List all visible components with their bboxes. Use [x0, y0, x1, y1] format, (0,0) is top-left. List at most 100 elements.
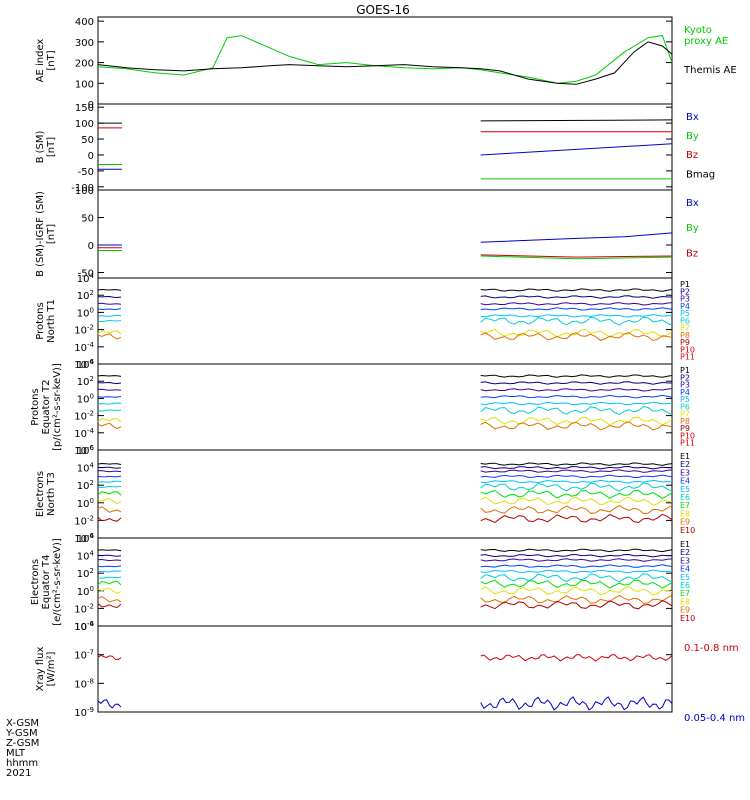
series-e7: [480, 579, 673, 589]
series-p3: [480, 388, 673, 392]
legend-item: Bx: [686, 112, 699, 123]
series-e4: [480, 474, 673, 479]
legend-item: P10: [680, 431, 695, 440]
legend-item: E9: [680, 606, 690, 615]
y-tick-label: 102: [77, 289, 94, 302]
series-e2: [480, 465, 673, 470]
legend-item: 0.1-0.8 nm: [684, 643, 739, 654]
y-tick-label: 102: [77, 567, 94, 580]
legend-item: E7: [680, 589, 690, 598]
y-tick-label: 102: [77, 375, 94, 388]
y-tick-label: 104: [77, 462, 95, 475]
legend-item: E5: [680, 573, 690, 582]
legend-item: Bz: [686, 150, 698, 161]
legend-item: E6: [680, 581, 690, 590]
legend-item: E4: [680, 477, 690, 486]
y-axis-label: [p/(cm²-s-sr-keV)]: [52, 363, 63, 451]
series-e9: [480, 594, 673, 604]
series-p3: [97, 302, 122, 305]
y-axis-label: B (SM)-IGRF (SM): [35, 191, 46, 277]
legend-item: E10: [680, 526, 695, 535]
plot-title: GOES-16: [356, 3, 410, 17]
y-tick-label: 10-4: [74, 341, 94, 354]
legend-item: E2: [680, 460, 690, 469]
y-tick-label: 100: [75, 119, 94, 130]
series-e10: [97, 516, 122, 522]
ephemeris-row-label: 2021: [6, 768, 31, 779]
y-tick-label: 100: [77, 306, 94, 319]
y-tick-label: 10-2: [74, 324, 94, 337]
series-p1: [97, 374, 122, 377]
legend-item: E10: [680, 614, 695, 623]
legend-item: P11: [680, 353, 695, 362]
series-e4: [97, 565, 122, 568]
series-bmag: [480, 119, 673, 122]
series-e6: [480, 573, 673, 583]
legend-item: proxy AE: [684, 36, 728, 47]
y-axis-label: Protons: [35, 302, 46, 339]
legend-item: P9: [680, 338, 690, 347]
y-tick-label: 50: [81, 214, 94, 225]
panel-2-frame: [97, 103, 673, 191]
series-e9: [97, 596, 122, 603]
y-axis-label: AE index: [35, 39, 46, 83]
y-axis-label: North T3: [46, 472, 57, 516]
ephemeris-row-label: Z-GSM: [6, 738, 39, 749]
series-e5: [97, 570, 122, 573]
series-p4: [480, 307, 673, 311]
series-xray-1: [480, 696, 673, 711]
legend-item: P2: [680, 373, 690, 382]
series-e7: [480, 489, 673, 499]
legend-item: P11: [680, 439, 695, 448]
y-tick-label: -50: [78, 269, 94, 280]
series-p8: [97, 422, 122, 430]
legend-item: Bx: [686, 198, 699, 209]
y-tick-label: 104: [77, 550, 95, 563]
series-p6: [480, 406, 673, 416]
series-p2: [480, 295, 673, 299]
series-p8: [480, 421, 673, 431]
series-p6: [480, 316, 673, 326]
legend-item: Themis AE: [683, 65, 737, 76]
legend-item: P10: [680, 345, 695, 354]
series-e3: [97, 558, 122, 562]
y-tick-label: 10-2: [74, 410, 94, 423]
series-p2: [480, 381, 673, 385]
series-e2: [480, 553, 673, 558]
series-p6: [97, 319, 122, 323]
legend-item: P6: [680, 316, 690, 325]
y-tick-label: 100: [75, 186, 94, 197]
series-bz: [480, 254, 673, 258]
y-tick-label: 10-6: [74, 620, 94, 633]
series-e3: [97, 470, 122, 473]
series-bx: [480, 143, 673, 156]
y-tick-label: 50: [81, 135, 94, 146]
y-tick-label: 10-8: [74, 677, 94, 690]
legend-item: P8: [680, 331, 690, 340]
y-axis-label: [nT]: [46, 137, 57, 157]
series-e6: [97, 485, 122, 489]
panel-3-frame: [97, 189, 673, 279]
panel-5-frame: [97, 363, 673, 451]
y-axis-label: [e/(cm²-s-sr-keV)]: [52, 538, 63, 626]
series-e9: [480, 504, 673, 515]
y-axis-label: Equator T2: [41, 380, 52, 435]
y-axis-label: Electrons: [35, 471, 46, 517]
y-tick-label: 106: [77, 444, 95, 457]
legend-item: E7: [680, 501, 690, 510]
y-tick-label: 0: [88, 241, 94, 252]
legend-item: 0.05-0.4 nm: [684, 713, 745, 724]
legend-item: P3: [680, 295, 690, 304]
series-p4: [480, 394, 673, 399]
legend-item: E2: [680, 548, 690, 557]
y-axis-label: Xray flux: [35, 647, 46, 692]
series-e4: [480, 564, 673, 568]
panel-1-frame: [97, 16, 673, 105]
panel-8-frame: [97, 625, 673, 713]
y-tick-label: 0: [88, 151, 94, 162]
series-e5: [480, 569, 673, 574]
y-tick-label: 100: [77, 497, 94, 510]
legend-item: E8: [680, 597, 690, 606]
legend-item: P9: [680, 424, 690, 433]
y-tick-label: 100: [77, 392, 94, 405]
